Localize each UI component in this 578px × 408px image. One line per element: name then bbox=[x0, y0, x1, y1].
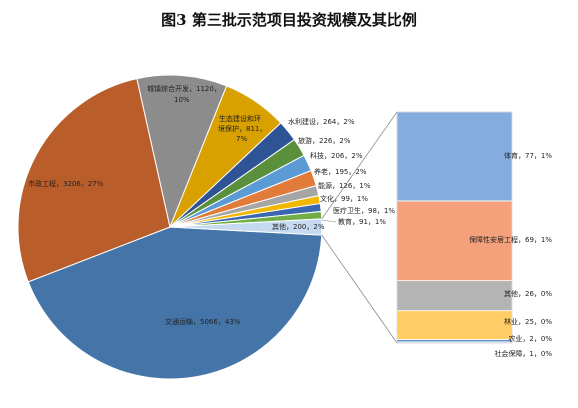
pie-label-6: 科技，206，2% bbox=[310, 151, 363, 160]
bar-outline bbox=[396, 111, 513, 344]
bar-label-2: 林业，25，0% bbox=[504, 317, 552, 326]
bar-label-1: 农业，2，0% bbox=[508, 334, 552, 343]
pie-label-3-a: 生态建设和环 bbox=[219, 114, 261, 123]
bar-label-0: 社会保障，1，0% bbox=[494, 349, 552, 358]
bar-segment-5 bbox=[396, 111, 513, 202]
pie-label-3-c: 7% bbox=[236, 135, 247, 143]
pie-label-4: 水利建设，264，2% bbox=[288, 117, 355, 126]
pie-label-3-b: 境保护，811， bbox=[218, 124, 266, 133]
pie-label-2-b: 10% bbox=[174, 96, 190, 104]
bar-segment-3 bbox=[396, 280, 513, 312]
pie-label-12: 其他，200，2% bbox=[272, 222, 325, 231]
chart-title: 图3 第三批示范项目投资规模及其比例 bbox=[161, 11, 417, 29]
bar-label-3: 其他，26，0% bbox=[504, 289, 552, 298]
pie-label-1: 市政工程，3206，27% bbox=[28, 179, 104, 188]
pie-slice-12 bbox=[169, 218, 323, 236]
pie-label-0: 交通运输，5066，43% bbox=[165, 317, 241, 326]
pie-label-9: 文化，99，1% bbox=[320, 194, 368, 203]
bar-segment-2 bbox=[396, 310, 513, 340]
pie-label-2-a: 城镇综合开发，1120， bbox=[147, 84, 221, 93]
pie-label-8: 能源，126，1% bbox=[318, 181, 371, 190]
bar-label-4: 保障性安居工程，69，1% bbox=[469, 235, 552, 244]
leader-line-edu bbox=[321, 219, 337, 223]
pie-label-10: 医疗卫生，98，1% bbox=[333, 206, 395, 215]
connector-line-bottom bbox=[321, 234, 398, 344]
connector-line-top bbox=[321, 111, 398, 220]
pie-label-5: 旅游，226，2% bbox=[298, 136, 351, 145]
pie-slice-1 bbox=[17, 78, 171, 283]
pie-label-7: 养老，195，2% bbox=[314, 167, 367, 176]
pie-label-11: 教育，91，1% bbox=[338, 217, 386, 226]
pie-slice-2 bbox=[136, 74, 228, 229]
bar-segment-4 bbox=[396, 200, 513, 282]
bar-label-5: 体育，77，1% bbox=[504, 151, 552, 160]
pie-slice-0 bbox=[27, 226, 323, 380]
